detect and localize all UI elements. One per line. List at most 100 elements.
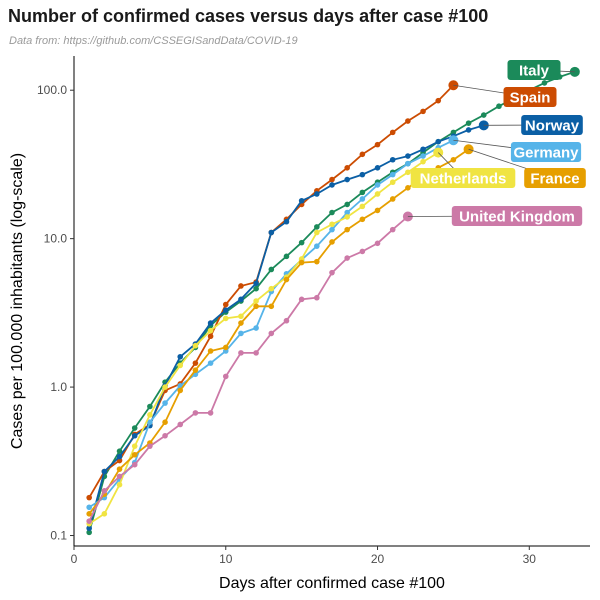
- label-box: [410, 168, 516, 188]
- series-norway: [86, 120, 489, 532]
- data-point: [344, 214, 350, 220]
- data-point: [222, 373, 229, 380]
- y-axis-title: Cases per 100.000 inhabitants (log-scale…: [9, 153, 26, 449]
- data-point: [116, 448, 123, 454]
- data-point: [162, 419, 168, 426]
- data-point: [389, 226, 396, 233]
- data-point: [162, 400, 168, 406]
- data-point: [314, 258, 320, 265]
- series-label: Germany: [513, 145, 579, 162]
- data-point: [116, 473, 123, 480]
- data-point: [253, 298, 259, 304]
- label-box: [451, 206, 583, 226]
- label-box: [521, 115, 583, 135]
- data-point: [359, 203, 366, 210]
- data-point: [344, 165, 350, 171]
- data-point: [116, 466, 123, 472]
- series-united-kingdom: [86, 211, 413, 524]
- data-point: [344, 255, 350, 261]
- data-point: [329, 176, 335, 183]
- series-label: Spain: [510, 90, 551, 107]
- data-point: [253, 303, 259, 310]
- data-point: [253, 285, 259, 292]
- data-point: [86, 529, 92, 536]
- data-point: [314, 224, 320, 230]
- data-point: [268, 229, 275, 236]
- label-united-kingdom: United Kingdom: [407, 206, 583, 226]
- data-point: [283, 276, 290, 283]
- data-point: [329, 239, 335, 245]
- axes: [73, 56, 590, 547]
- data-point: [359, 248, 366, 255]
- data-point: [222, 301, 229, 308]
- end-labels: Italy Spain Norway Germany Netherlands France…: [407, 60, 586, 226]
- data-point: [314, 229, 320, 236]
- data-point: [420, 153, 426, 159]
- data-point: [329, 209, 335, 216]
- data-point: [359, 189, 366, 196]
- data-point: [253, 325, 259, 331]
- data-point: [222, 344, 229, 351]
- data-point: [374, 141, 381, 148]
- series-line-italy: [88, 70, 576, 533]
- data-point: [147, 412, 153, 418]
- data-point: [177, 387, 184, 394]
- data-point: [389, 171, 396, 178]
- series-layer: [86, 66, 580, 536]
- data-point: [283, 218, 290, 225]
- data-point: [116, 481, 123, 488]
- series-label: Norway: [525, 118, 580, 135]
- data-point: [177, 421, 184, 428]
- data-point: [405, 118, 411, 124]
- data-point: [298, 239, 305, 246]
- data-point: [359, 216, 366, 223]
- label-norway: Norway: [483, 115, 583, 135]
- data-point: [298, 197, 305, 204]
- data-point: [374, 182, 381, 188]
- data-point: [238, 313, 244, 320]
- data-point: [268, 303, 275, 310]
- x-axis-title: Days after confirmed case #100: [219, 575, 445, 592]
- data-point: [268, 266, 275, 273]
- data-point: [192, 410, 199, 416]
- label-box: [503, 87, 557, 107]
- data-point: [405, 160, 411, 167]
- data-point: [314, 191, 320, 197]
- data-point: [435, 138, 442, 145]
- series-italy: [86, 66, 580, 536]
- data-point: [329, 269, 335, 276]
- series-line-netherlands: [88, 151, 439, 525]
- series-label: France: [530, 171, 579, 188]
- data-point: [101, 511, 108, 517]
- data-point: [177, 362, 184, 369]
- data-point: [86, 494, 92, 501]
- data-point: [162, 432, 168, 439]
- data-point: [207, 410, 214, 416]
- data-point: [86, 504, 92, 511]
- chart-subtitle: Data from: https://github.com/CSSEGISand…: [9, 35, 298, 47]
- data-point: [344, 226, 350, 233]
- data-point: [359, 196, 366, 202]
- data-point: [329, 226, 335, 233]
- data-point: [192, 342, 199, 349]
- label-box: [510, 142, 582, 162]
- data-point: [207, 327, 214, 334]
- data-point: [192, 367, 199, 373]
- data-point: [283, 317, 290, 324]
- series-line-france: [88, 148, 470, 515]
- y-tick-label: 100.0: [37, 83, 67, 97]
- label-box: [524, 168, 586, 188]
- data-point: [420, 108, 426, 115]
- data-point: [314, 294, 320, 301]
- chart-title: Number of confirmed cases versus days af…: [8, 6, 489, 26]
- data-point: [86, 511, 92, 517]
- data-point: [359, 151, 366, 158]
- data-point: [253, 280, 259, 287]
- label-germany: Germany: [453, 139, 582, 162]
- data-point: [238, 283, 244, 289]
- data-point: [344, 176, 350, 183]
- data-point: [450, 129, 457, 136]
- data-point: [131, 443, 138, 449]
- data-point: [131, 461, 138, 468]
